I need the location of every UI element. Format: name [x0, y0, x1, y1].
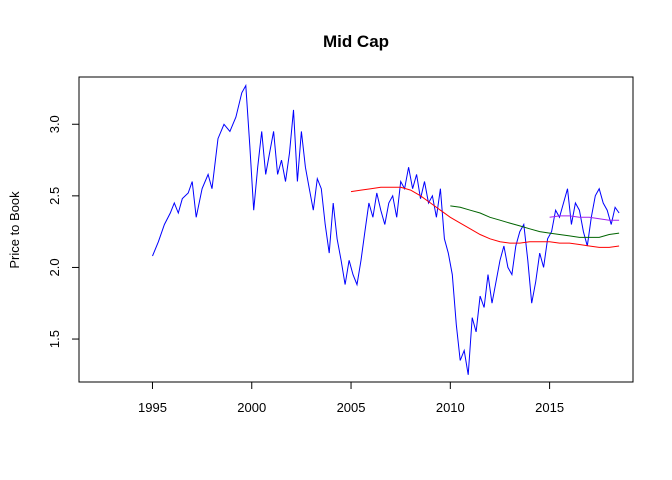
plot-frame	[78, 76, 634, 383]
x-tick-label: 1995	[138, 400, 167, 415]
y-tick-label: 1.5	[47, 330, 62, 348]
series-line-4	[549, 215, 620, 221]
x-tick-label: 2010	[436, 400, 465, 415]
y-axis-label: Price to Book	[7, 191, 22, 269]
series-line-3	[450, 205, 620, 238]
y-tick-label: 2.5	[47, 187, 62, 205]
x-tick-label: 2000	[237, 400, 266, 415]
chart-title: Mid Cap	[323, 32, 389, 51]
x-tick-label: 2015	[535, 400, 564, 415]
series-line-2	[350, 186, 620, 248]
series-layer	[152, 83, 620, 375]
x-tick-label: 2005	[337, 400, 366, 415]
y-tick-label: 3.0	[47, 115, 62, 133]
y-axis: 1.5 2.0 2.5 3.0	[47, 115, 80, 348]
y-tick-label: 2.0	[47, 258, 62, 276]
series-line-1	[152, 83, 620, 375]
x-axis: 1995 2000 2005 2010 2015	[138, 381, 564, 415]
